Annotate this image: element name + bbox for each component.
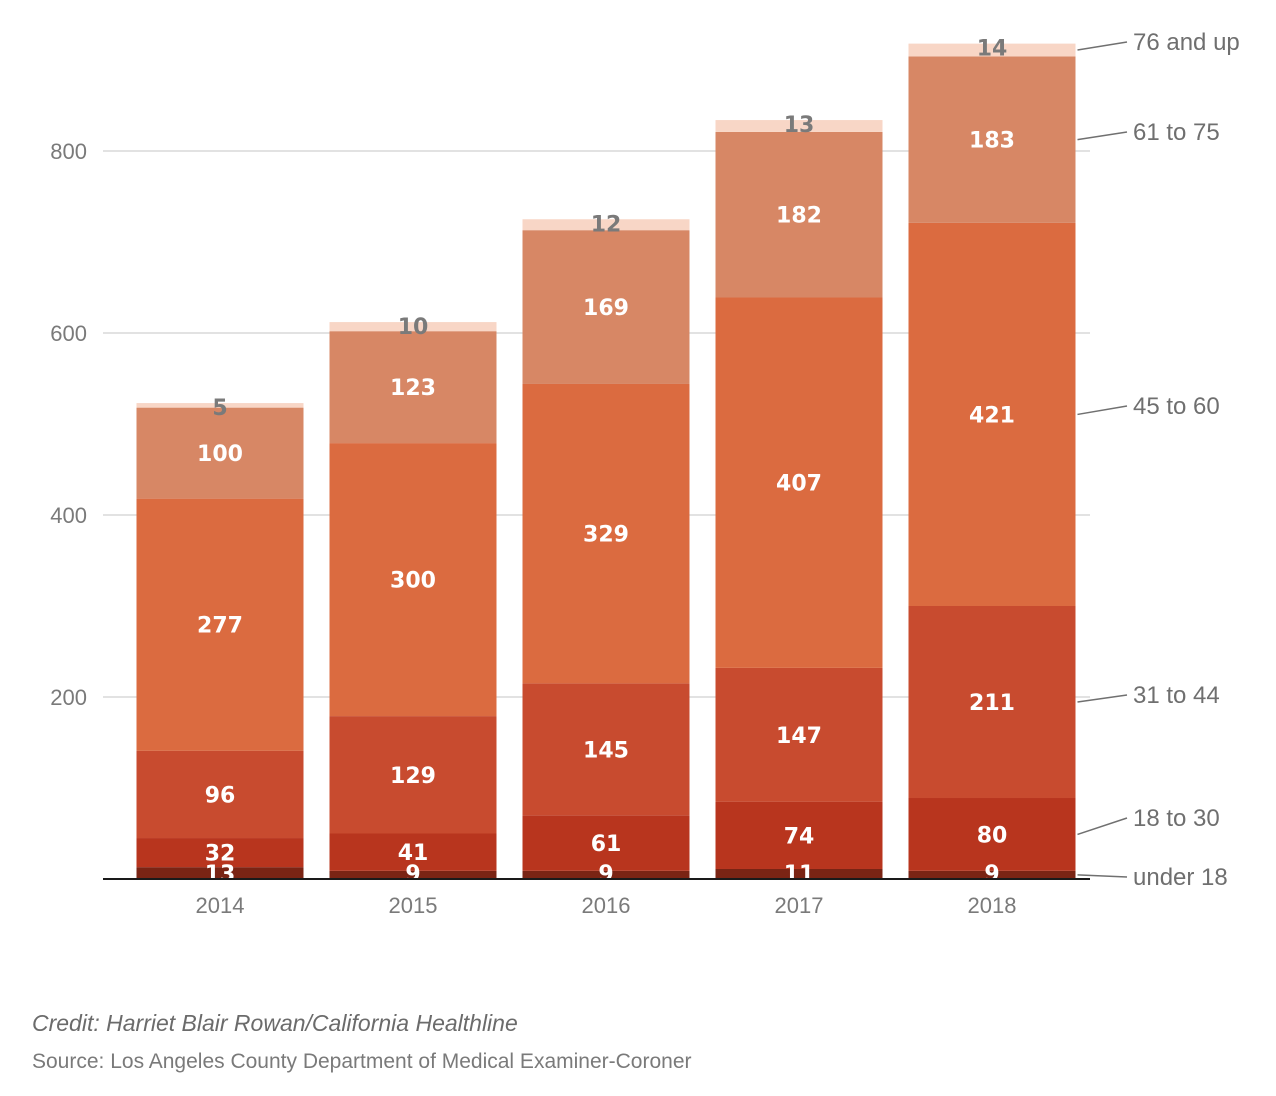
y-tick-label: 400 bbox=[50, 503, 87, 528]
data-label: 10 bbox=[398, 315, 429, 340]
bar-segment bbox=[522, 870, 690, 879]
bar-segment bbox=[522, 815, 690, 871]
bar-segment bbox=[908, 798, 1076, 871]
bar-segment bbox=[908, 870, 1076, 879]
data-label: 5 bbox=[212, 396, 227, 421]
data-label: 13 bbox=[784, 113, 815, 138]
data-label: 74 bbox=[784, 824, 815, 849]
bar-segment bbox=[715, 801, 883, 869]
bar-segment bbox=[136, 838, 304, 868]
x-tick-label: 2014 bbox=[196, 893, 245, 918]
legend-label: 61 to 75 bbox=[1133, 119, 1220, 146]
bar-segment bbox=[329, 322, 497, 332]
data-label: 61 bbox=[591, 832, 622, 857]
data-label: 9 bbox=[598, 862, 613, 887]
data-label: 96 bbox=[205, 783, 236, 808]
legend: under 18 18 to 30 31 to 44 45 to 60 61 to 75… bbox=[1077, 29, 1240, 891]
bar-segment bbox=[329, 331, 497, 444]
stacked-bar-chart: 1332962771005941129300123109611453291691… bbox=[50, 29, 1240, 918]
bar-segment bbox=[715, 297, 883, 668]
bar-segment bbox=[908, 222, 1076, 606]
legend-leader-line bbox=[1077, 405, 1128, 416]
legend-label: 76 and up bbox=[1133, 29, 1240, 56]
data-label: 41 bbox=[398, 841, 429, 866]
axes: 200 400 600 800 2014 2015 2016 2017 2018 bbox=[50, 139, 1090, 918]
legend-leader-line bbox=[1077, 131, 1128, 141]
bar-segment bbox=[136, 867, 304, 879]
x-tick-label: 2016 bbox=[582, 893, 631, 918]
x-tick-label: 2015 bbox=[389, 893, 438, 918]
data-label: 407 bbox=[776, 472, 822, 497]
bar-segment bbox=[715, 667, 883, 802]
data-label: 100 bbox=[197, 442, 243, 467]
legend-leader-line bbox=[1077, 41, 1128, 51]
bar-segment bbox=[715, 120, 883, 132]
data-labels: 1332962771005941129300123109611453291691… bbox=[197, 37, 1015, 887]
legend-label: 31 to 44 bbox=[1133, 682, 1220, 709]
bar-segment bbox=[329, 716, 497, 834]
bar-segment bbox=[715, 131, 883, 298]
bar-segment bbox=[908, 56, 1076, 223]
legend-leader-line bbox=[1077, 694, 1128, 703]
x-tick-label: 2017 bbox=[775, 893, 824, 918]
data-label: 145 bbox=[583, 738, 629, 763]
data-label: 32 bbox=[205, 842, 236, 867]
bar-segment bbox=[522, 383, 690, 684]
legend-leader-line bbox=[1077, 817, 1128, 836]
bar-segment bbox=[908, 606, 1076, 799]
bar-segment bbox=[136, 407, 304, 499]
legend-label: 18 to 30 bbox=[1133, 805, 1220, 832]
y-tick-label: 600 bbox=[50, 321, 87, 346]
chart-credit: Credit: Harriet Blair Rowan/California H… bbox=[32, 1010, 518, 1036]
data-label: 9 bbox=[405, 862, 420, 887]
data-label: 182 bbox=[776, 204, 822, 229]
data-label: 211 bbox=[969, 691, 1015, 716]
y-tick-label: 200 bbox=[50, 685, 87, 710]
data-label: 129 bbox=[390, 764, 436, 789]
data-label: 329 bbox=[583, 523, 629, 548]
data-label: 421 bbox=[969, 403, 1015, 428]
bar-segment bbox=[715, 868, 883, 879]
data-label: 12 bbox=[591, 212, 622, 237]
bar-segment bbox=[136, 403, 304, 408]
bar-segment bbox=[329, 833, 497, 871]
data-label: 9 bbox=[984, 862, 999, 887]
x-tick-label: 2018 bbox=[968, 893, 1017, 918]
legend-label: 45 to 60 bbox=[1133, 393, 1220, 420]
bar-segment bbox=[522, 219, 690, 231]
data-label: 183 bbox=[969, 129, 1015, 154]
bar-segment bbox=[136, 498, 304, 751]
legend-label: under 18 bbox=[1133, 864, 1228, 891]
data-label: 123 bbox=[390, 376, 436, 401]
data-label: 277 bbox=[197, 614, 243, 639]
y-tick-label: 800 bbox=[50, 139, 87, 164]
bar-segment bbox=[908, 43, 1076, 57]
legend-leader-line bbox=[1077, 874, 1128, 878]
data-label: 80 bbox=[977, 823, 1008, 848]
data-label: 300 bbox=[390, 569, 436, 594]
data-label: 13 bbox=[205, 862, 236, 887]
bar-segment bbox=[522, 230, 690, 384]
data-label: 169 bbox=[583, 296, 629, 321]
data-label: 14 bbox=[977, 37, 1008, 62]
bars bbox=[136, 43, 1076, 879]
data-label: 147 bbox=[776, 724, 822, 749]
chart-source: Source: Los Angeles County Department of… bbox=[32, 1050, 692, 1073]
bar-segment bbox=[329, 870, 497, 879]
data-label: 11 bbox=[784, 862, 815, 887]
bar-segment bbox=[329, 443, 497, 717]
bar-segment bbox=[136, 750, 304, 839]
bar-segment bbox=[522, 683, 690, 816]
